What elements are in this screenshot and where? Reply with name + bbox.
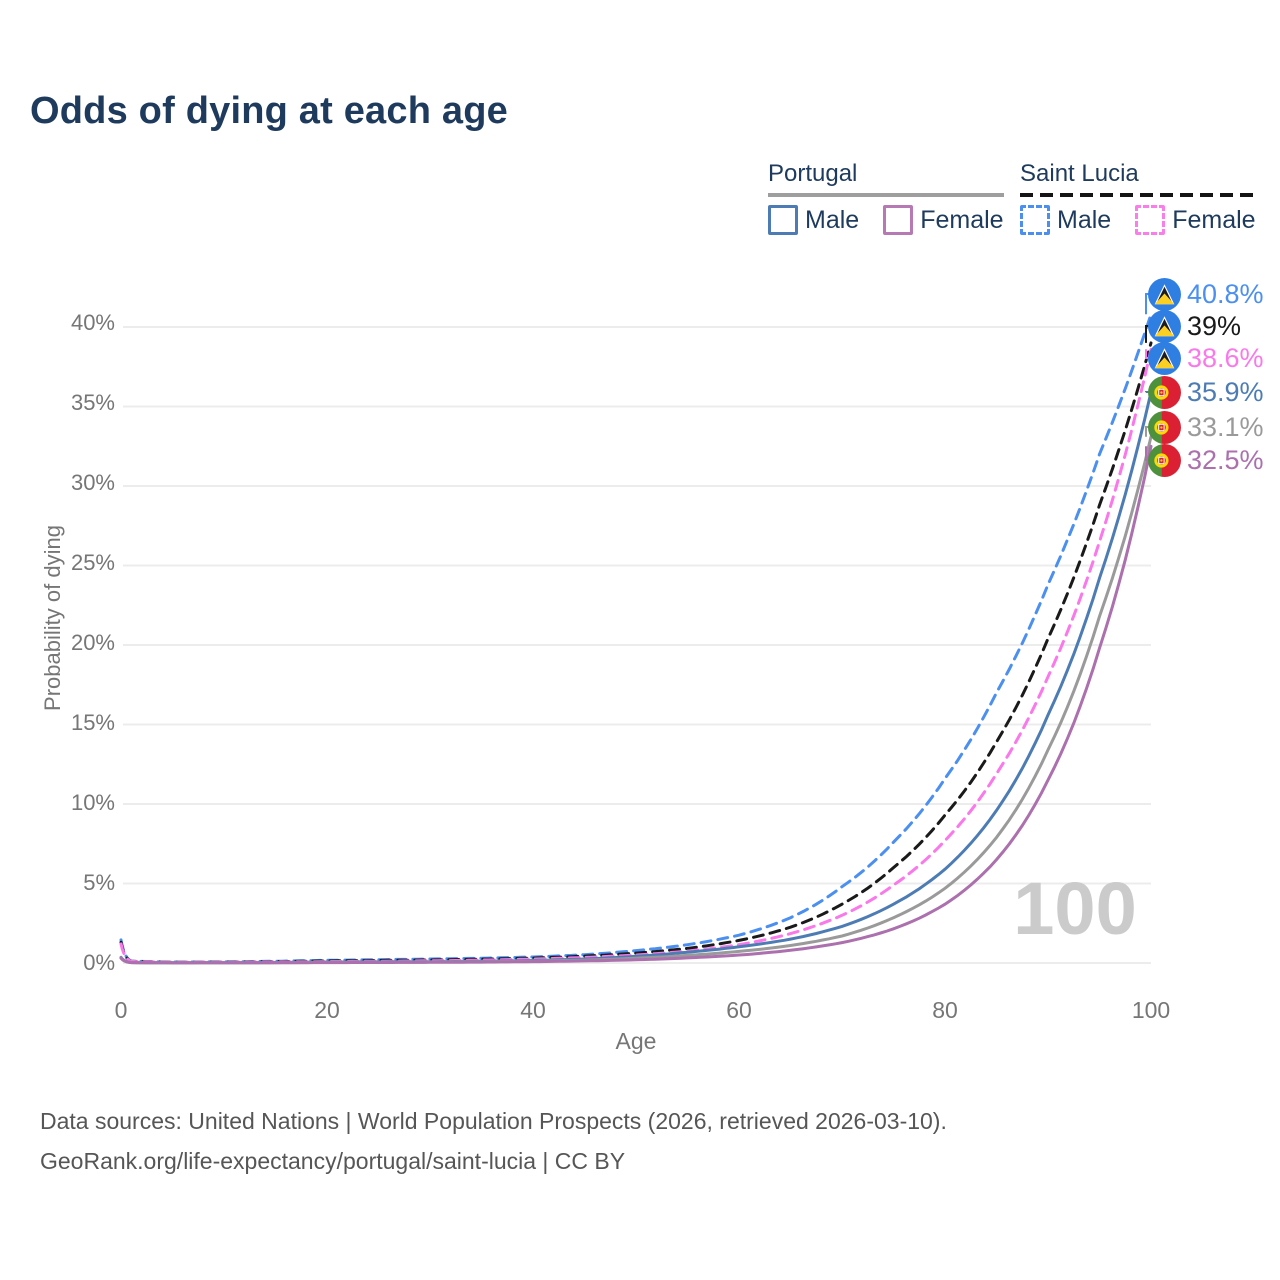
legend-item-saint-lucia-male[interactable]: Male [1020, 205, 1111, 235]
portugal-flag-icon [1148, 443, 1181, 477]
end-label-saint-lucia-total: 39% [1148, 309, 1241, 343]
legend-label-saint-lucia-male: Male [1057, 205, 1112, 234]
legend-country-portugal: Portugal [768, 160, 858, 187]
x-tick-20: 20 [314, 997, 340, 1023]
y-tick-35: 35% [70, 390, 115, 415]
end-label-saint-lucia-male: 40.8% [1148, 277, 1264, 311]
y-tick-5: 5% [83, 870, 115, 895]
x-tick-100: 100 [1131, 997, 1171, 1023]
attribution-url-text: GeoRank.org/life-expectancy/portugal/sai… [40, 1148, 626, 1174]
y-tick-10: 10% [70, 790, 115, 815]
portugal-male-swatch-icon [768, 205, 798, 235]
legend-group-portugal: Portugal Male Female [768, 160, 1004, 235]
x-tick-80: 80 [932, 997, 958, 1023]
end-value-saint-lucia-male: 40.8% [1187, 278, 1264, 309]
end-value-saint-lucia-total: 39% [1187, 310, 1242, 341]
end-value-portugal-female: 32.5% [1187, 444, 1264, 475]
legend-underline-saint-lucia-dashed [1020, 193, 1256, 197]
y-tick-25: 25% [70, 550, 115, 575]
portugal-flag-icon [1148, 410, 1181, 444]
saint-lucia-flag-icon [1148, 309, 1181, 343]
end-value-portugal-total: 33.1% [1187, 411, 1264, 442]
y-axis-title: Probability of dying [40, 525, 65, 711]
end-value-portugal-male: 35.9% [1187, 376, 1264, 407]
end-label-portugal-total: 33.1% [1148, 410, 1264, 444]
end-label-saint-lucia-female: 38.6% [1148, 341, 1264, 375]
y-tick-0: 0% [83, 950, 115, 975]
end-value-saint-lucia-female: 38.6% [1187, 342, 1264, 373]
legend-group-saint-lucia: Saint Lucia Male Female [1020, 160, 1256, 235]
x-axis-title: Age [615, 1028, 657, 1054]
data-sources-text: Data sources: United Nations | World Pop… [40, 1108, 947, 1134]
legend-item-saint-lucia-female[interactable]: Female [1135, 205, 1256, 235]
portugal-flag-icon [1148, 375, 1181, 409]
saint-lucia-flag-icon [1148, 277, 1181, 311]
x-tick-0: 0 [114, 997, 128, 1023]
saint-lucia-female-swatch-icon [1135, 205, 1166, 235]
legend-item-portugal-female[interactable]: Female [883, 205, 1004, 235]
y-tick-15: 15% [70, 710, 115, 735]
legend-label-portugal-female: Female [920, 205, 1004, 234]
portugal-female-swatch-icon [883, 205, 914, 235]
legend-item-portugal-male[interactable]: Male [768, 205, 859, 235]
page-title: Odds of dying at each age [30, 90, 508, 132]
legend-country-saint-lucia: Saint Lucia [1020, 160, 1139, 187]
end-label-portugal-male: 35.9% [1148, 375, 1264, 409]
y-tick-20: 20% [70, 630, 115, 655]
end-label-portugal-female: 32.5% [1148, 443, 1264, 477]
x-tick-40: 40 [520, 997, 546, 1023]
legend-underline-portugal-solid [768, 193, 1004, 197]
x-tick-60: 60 [726, 997, 752, 1023]
saint-lucia-male-swatch-icon [1020, 205, 1050, 235]
y-tick-30: 30% [70, 470, 115, 495]
legend-label-portugal-male: Male [805, 205, 860, 234]
saint-lucia-flag-icon [1148, 341, 1181, 375]
y-tick-40: 40% [70, 310, 115, 335]
age-watermark: 100 [1013, 867, 1137, 950]
legend-label-saint-lucia-female: Female [1172, 205, 1256, 234]
